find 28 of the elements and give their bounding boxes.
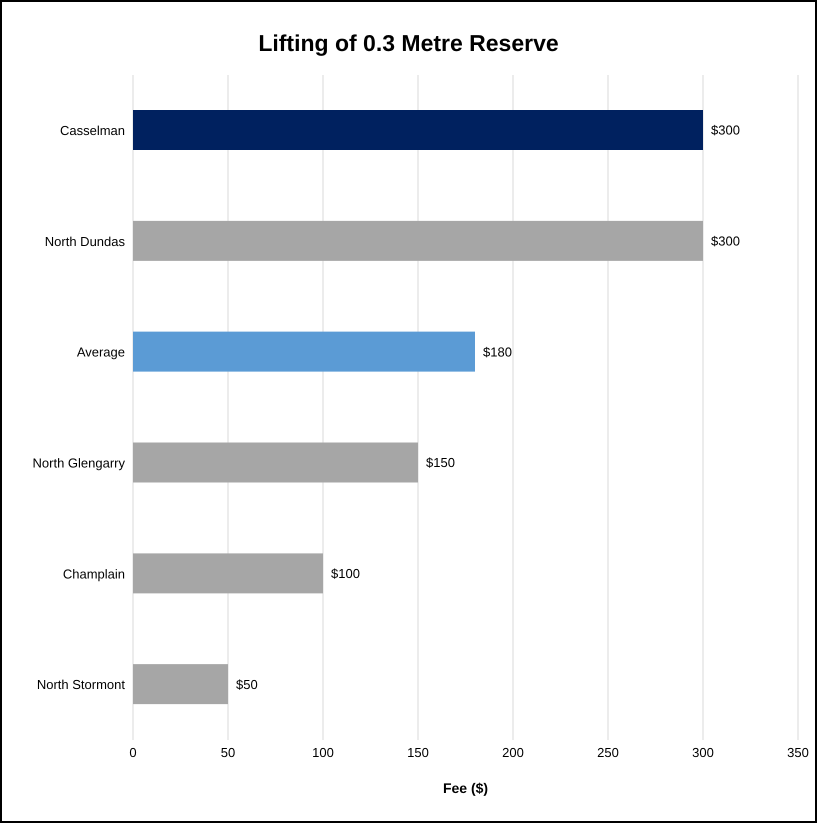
y-tick-label: North Glengarry bbox=[32, 456, 126, 471]
bar bbox=[133, 442, 418, 482]
chart-title: Lifting of 0.3 Metre Reserve bbox=[257, 30, 560, 57]
data-label: $150 bbox=[426, 455, 455, 470]
data-label: $300 bbox=[711, 122, 740, 138]
y-tick-label: Average bbox=[76, 344, 125, 360]
y-tick-label: North Dundas bbox=[44, 234, 126, 249]
data-label: $180 bbox=[483, 344, 512, 360]
x-tick-label: 200 bbox=[502, 745, 524, 760]
x-tick-label: 300 bbox=[692, 745, 714, 760]
x-tick-label: 350 bbox=[787, 745, 809, 760]
bar bbox=[133, 110, 703, 150]
data-label: $300 bbox=[711, 233, 740, 248]
bar bbox=[133, 553, 323, 594]
bar bbox=[133, 664, 228, 704]
y-tick-label: Casselman bbox=[60, 123, 125, 138]
x-tick-label: 150 bbox=[407, 745, 429, 760]
x-tick-label: 0 bbox=[129, 745, 137, 760]
x-tick-label: 250 bbox=[597, 745, 619, 760]
x-tick-label: 50 bbox=[220, 745, 236, 760]
y-tick-label: Champlain bbox=[62, 566, 125, 582]
bar bbox=[133, 220, 703, 261]
bar bbox=[133, 332, 475, 372]
data-label: $100 bbox=[331, 566, 360, 581]
x-tick-label: 100 bbox=[312, 745, 334, 760]
data-label: $50 bbox=[236, 676, 258, 692]
x-axis-title: Fee ($) bbox=[442, 780, 488, 796]
y-tick-label: North Stormont bbox=[36, 677, 126, 692]
